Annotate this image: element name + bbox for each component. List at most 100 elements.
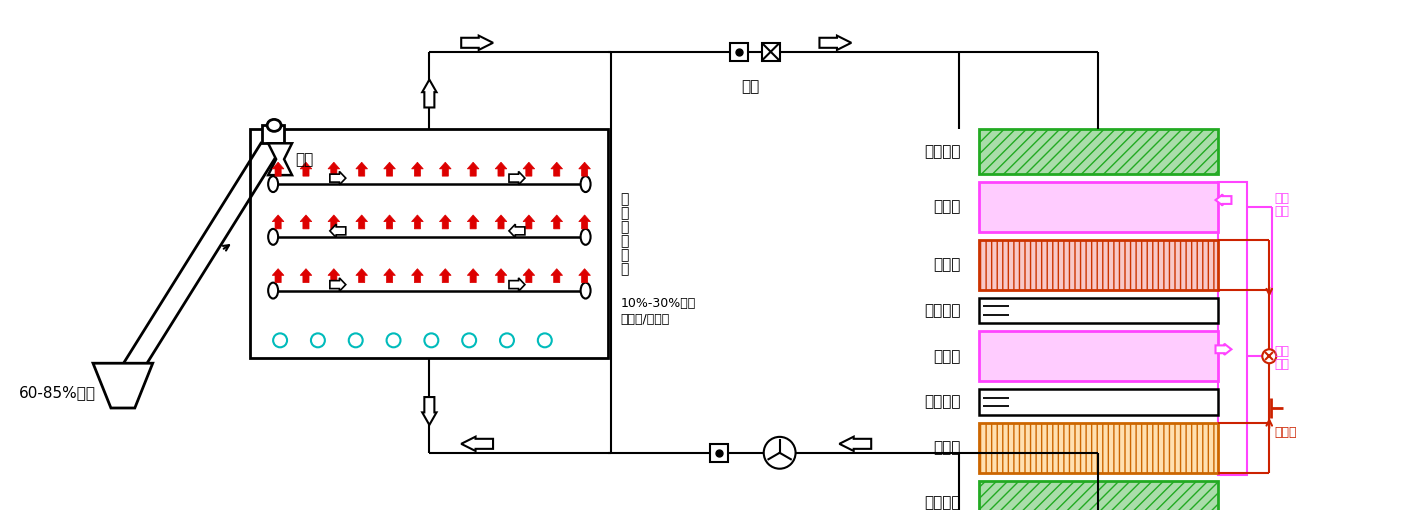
Text: 热回收器: 热回收器	[925, 144, 961, 159]
Ellipse shape	[268, 229, 278, 245]
Polygon shape	[551, 215, 562, 229]
Polygon shape	[384, 215, 395, 229]
Ellipse shape	[581, 229, 590, 245]
Text: 冷凝器: 冷凝器	[933, 440, 961, 455]
Text: 泥
条
输
送
烘
干: 泥 条 输 送 烘 干	[620, 192, 629, 276]
Circle shape	[312, 333, 324, 347]
Circle shape	[763, 437, 796, 468]
Text: 循环
水出: 循环 水出	[1274, 345, 1289, 371]
Text: 循环
水进: 循环 水进	[1274, 192, 1289, 218]
Text: 凝水收集: 凝水收集	[925, 303, 961, 318]
Bar	[978, 423, 1218, 473]
Polygon shape	[422, 79, 436, 108]
Polygon shape	[467, 269, 479, 283]
Polygon shape	[412, 215, 423, 229]
Bar	[762, 43, 780, 61]
Bar	[978, 240, 1218, 290]
Polygon shape	[300, 162, 312, 176]
Polygon shape	[93, 363, 153, 408]
Circle shape	[1262, 349, 1276, 363]
Text: （储藏/外运）: （储藏/外运）	[620, 313, 670, 326]
Polygon shape	[268, 143, 292, 175]
Polygon shape	[412, 269, 423, 283]
Polygon shape	[384, 162, 395, 176]
Polygon shape	[820, 36, 851, 50]
Circle shape	[425, 333, 439, 347]
Bar	[978, 389, 1218, 415]
Circle shape	[538, 333, 552, 347]
Polygon shape	[300, 269, 312, 283]
Polygon shape	[496, 269, 507, 283]
Bar	[709, 444, 728, 462]
Polygon shape	[579, 269, 590, 283]
Polygon shape	[508, 278, 525, 291]
Bar	[262, 125, 285, 143]
Bar	[729, 43, 748, 61]
Ellipse shape	[268, 283, 278, 298]
Circle shape	[273, 333, 287, 347]
Polygon shape	[422, 397, 436, 425]
Polygon shape	[1215, 344, 1232, 355]
Bar	[1218, 182, 1247, 475]
Polygon shape	[329, 215, 340, 229]
Ellipse shape	[581, 283, 590, 298]
Polygon shape	[508, 224, 525, 238]
Bar	[978, 130, 1218, 174]
Polygon shape	[272, 215, 285, 229]
Text: 换热器: 换热器	[933, 349, 961, 364]
Polygon shape	[355, 215, 368, 229]
Bar	[978, 297, 1218, 324]
Text: 蒸发器: 蒸发器	[933, 257, 961, 272]
Polygon shape	[462, 36, 493, 50]
Polygon shape	[523, 269, 535, 283]
Polygon shape	[508, 172, 525, 185]
Circle shape	[500, 333, 514, 347]
Polygon shape	[439, 162, 452, 176]
Text: 压缩机: 压缩机	[1274, 426, 1297, 439]
Text: 除尘: 除尘	[742, 79, 760, 95]
Text: 换热器: 换热器	[933, 200, 961, 215]
Text: 10%-30%污泥: 10%-30%污泥	[620, 297, 695, 310]
Polygon shape	[272, 269, 285, 283]
Polygon shape	[579, 215, 590, 229]
Polygon shape	[496, 162, 507, 176]
Polygon shape	[330, 224, 346, 238]
Polygon shape	[551, 269, 562, 283]
Polygon shape	[439, 269, 452, 283]
Polygon shape	[496, 215, 507, 229]
Polygon shape	[300, 215, 312, 229]
Polygon shape	[329, 269, 340, 283]
Polygon shape	[329, 162, 340, 176]
Ellipse shape	[581, 176, 590, 192]
Circle shape	[387, 333, 401, 347]
Polygon shape	[462, 437, 493, 451]
Ellipse shape	[268, 119, 282, 132]
Bar	[978, 182, 1218, 232]
Text: 凝水收集: 凝水收集	[925, 395, 961, 410]
Bar	[978, 331, 1218, 381]
Bar	[251, 130, 609, 358]
Polygon shape	[412, 162, 423, 176]
Text: 切条: 切条	[295, 152, 313, 167]
Text: 热回收器: 热回收器	[925, 496, 961, 510]
Circle shape	[462, 333, 476, 347]
Polygon shape	[579, 162, 590, 176]
Polygon shape	[840, 437, 871, 451]
Polygon shape	[523, 215, 535, 229]
Ellipse shape	[268, 176, 278, 192]
Circle shape	[348, 333, 362, 347]
Polygon shape	[330, 278, 346, 291]
Polygon shape	[330, 172, 346, 185]
Polygon shape	[355, 162, 368, 176]
Polygon shape	[272, 162, 285, 176]
Polygon shape	[384, 269, 395, 283]
Polygon shape	[355, 269, 368, 283]
Polygon shape	[467, 162, 479, 176]
Polygon shape	[439, 215, 452, 229]
Polygon shape	[467, 215, 479, 229]
Text: 60-85%污泥: 60-85%污泥	[18, 386, 95, 400]
Polygon shape	[523, 162, 535, 176]
Bar	[978, 481, 1218, 512]
Polygon shape	[551, 162, 562, 176]
Polygon shape	[1215, 195, 1232, 206]
